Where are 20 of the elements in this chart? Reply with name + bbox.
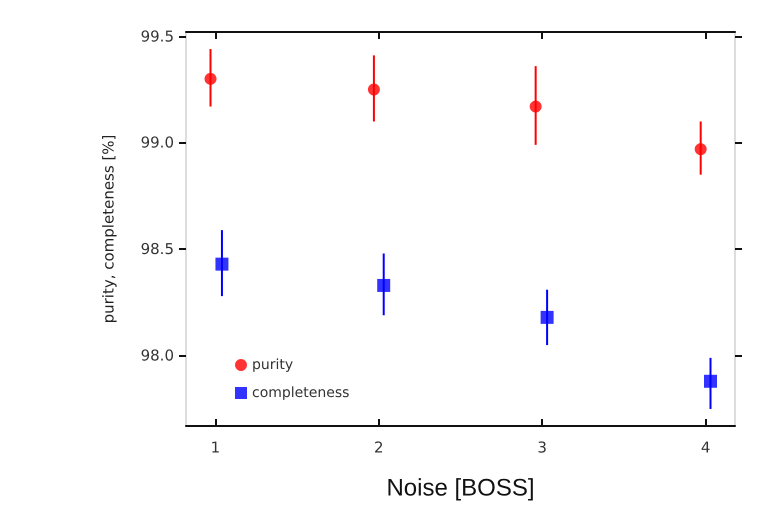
x-tick-label: 2 bbox=[374, 438, 384, 456]
point bbox=[368, 84, 380, 96]
point bbox=[530, 100, 542, 113]
y-tick-label: 98.5 bbox=[140, 240, 174, 258]
point bbox=[540, 310, 554, 324]
x-axis-title: Noise [BOSS] bbox=[386, 474, 535, 502]
point bbox=[377, 278, 390, 292]
point bbox=[704, 374, 717, 388]
legend-label: purity bbox=[252, 357, 294, 373]
y-axis-title: purity, completeness [%] bbox=[100, 134, 118, 324]
x-tick-label: 1 bbox=[210, 438, 220, 456]
point bbox=[694, 143, 707, 156]
y-tick-label: 99.0 bbox=[140, 134, 174, 152]
point bbox=[215, 258, 228, 271]
legend-label: completeness bbox=[252, 385, 350, 401]
x-tick-label: 4 bbox=[700, 438, 710, 456]
y-tick-label: 98.0 bbox=[140, 346, 174, 365]
x-tick-label: 3 bbox=[537, 438, 547, 456]
point bbox=[204, 72, 217, 85]
y-tick-label: 99.5 bbox=[140, 27, 174, 46]
